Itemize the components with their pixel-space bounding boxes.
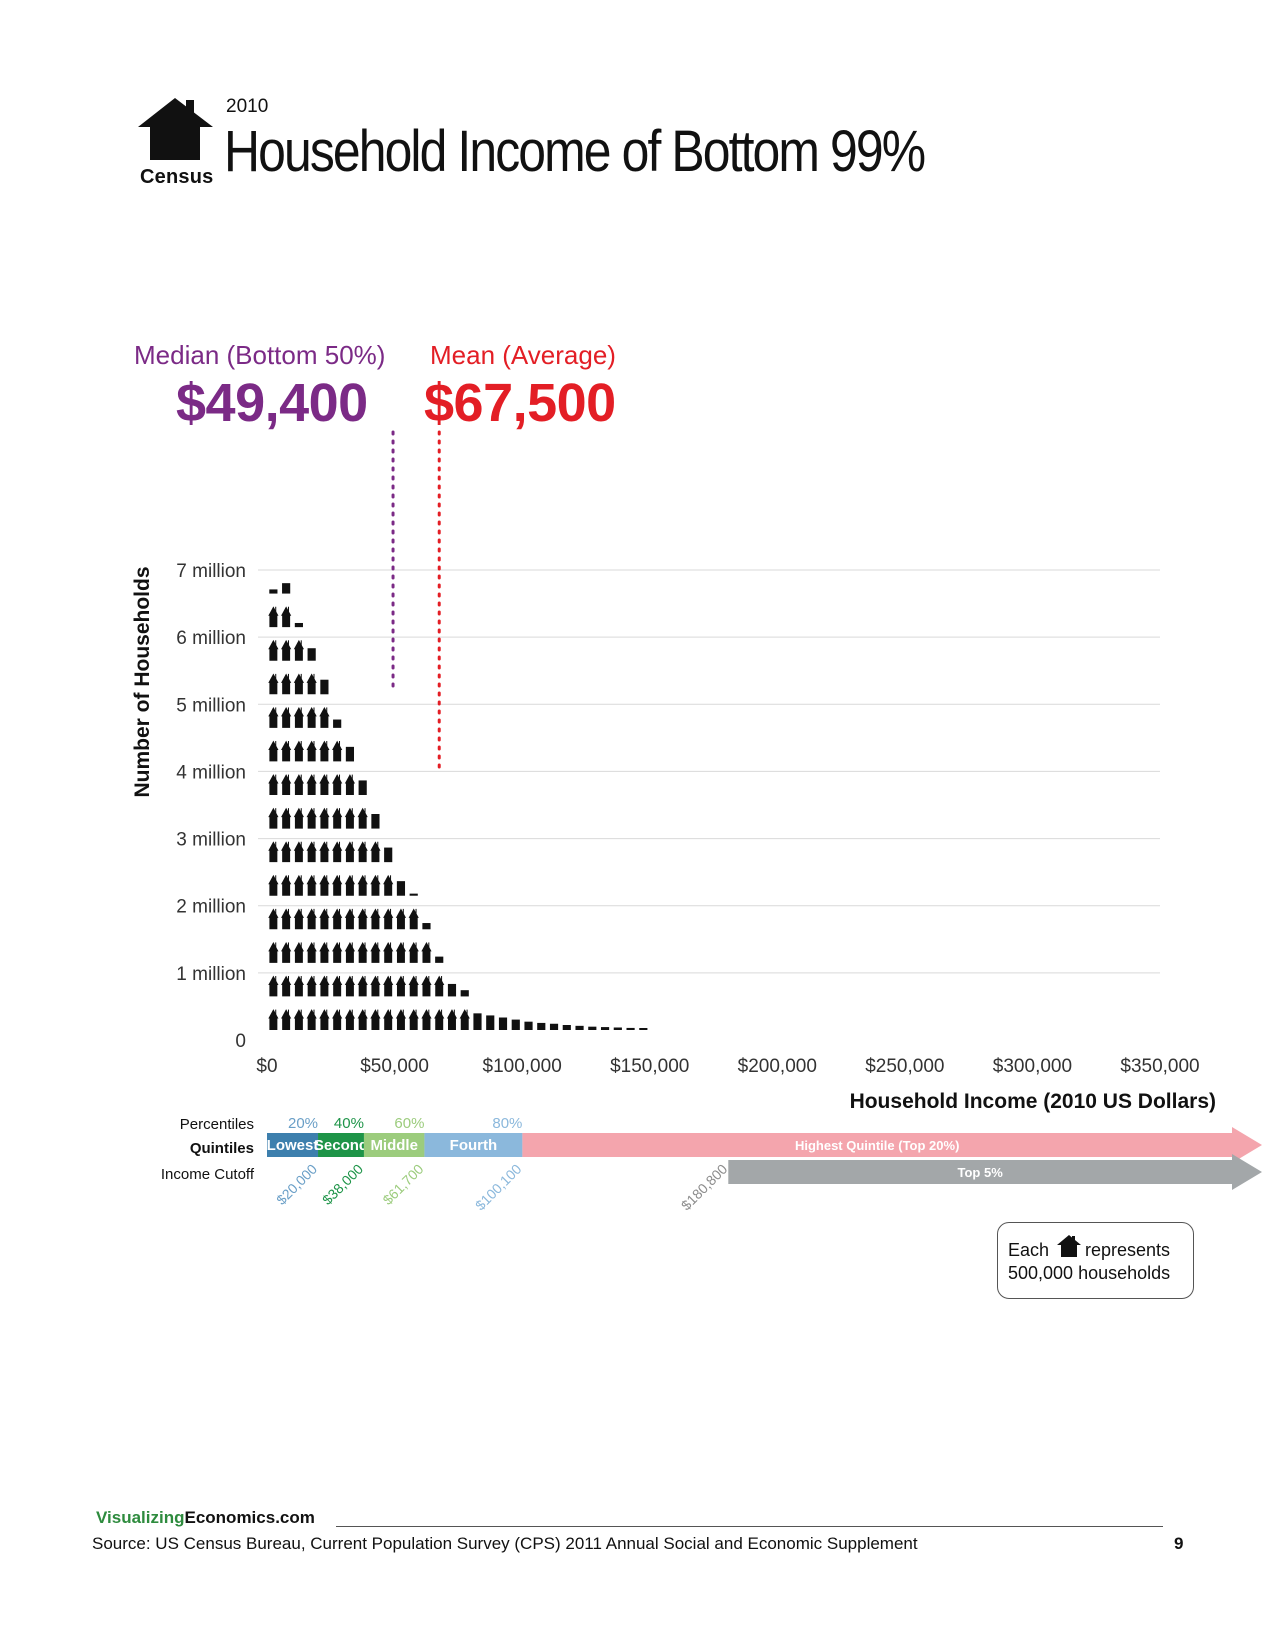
bar	[473, 1013, 482, 1030]
mean-value: $67,500	[424, 373, 616, 433]
site-name-part2: Economics.com	[184, 1508, 315, 1527]
page-number: 9	[1174, 1534, 1184, 1553]
bar	[446, 983, 458, 1030]
x-tick-label: $250,000	[865, 1056, 944, 1077]
top5-label: Top 5%	[958, 1165, 1004, 1180]
site-name-part1: Visualizing	[96, 1508, 185, 1527]
bar	[281, 583, 292, 1030]
bar	[408, 893, 419, 1030]
bar	[306, 648, 317, 1030]
bar	[344, 746, 356, 1030]
bar	[370, 814, 381, 1030]
legend-text-represents: represents	[1085, 1240, 1171, 1260]
percentile-label: 20%	[288, 1115, 318, 1132]
legend-box	[997, 1222, 1194, 1299]
bar	[524, 1021, 533, 1030]
income-cutoff-label: $38,000	[319, 1161, 366, 1208]
bar	[268, 589, 279, 1030]
source-note: Source: US Census Bureau, Current Popula…	[92, 1534, 918, 1553]
x-tick-label: $100,000	[483, 1056, 562, 1077]
census-logo-label: Census	[140, 166, 214, 188]
percentile-label: 40%	[334, 1115, 364, 1132]
bar	[383, 847, 394, 1030]
quintile-segment: Highest Quintile (Top 20%)	[522, 1127, 1262, 1163]
x-tick-label: $200,000	[738, 1056, 817, 1077]
y-tick-label: 1 million	[176, 964, 246, 985]
bar	[639, 1028, 648, 1030]
mean-label: Mean (Average)	[430, 340, 616, 370]
x-tick-label: $0	[256, 1056, 277, 1077]
bar	[459, 990, 470, 1030]
footer-divider	[336, 1526, 1163, 1527]
site-name[interactable]: VisualizingEconomics.com	[96, 1508, 315, 1528]
chart-year: 2010	[226, 96, 269, 117]
bar	[293, 622, 304, 1030]
x-tick-label: $50,000	[360, 1056, 429, 1077]
quintile-label: Highest Quintile (Top 20%)	[795, 1138, 959, 1153]
y-axis-title: Number of Households	[131, 566, 154, 798]
percentiles-row-label: Percentiles	[179, 1116, 254, 1133]
bar	[319, 679, 330, 1030]
bar	[486, 1015, 495, 1030]
bar	[511, 1019, 520, 1030]
median-label: Median (Bottom 50%)	[134, 340, 386, 370]
legend-text-households: 500,000 households	[1008, 1263, 1171, 1283]
arrow-right-icon	[1232, 1127, 1262, 1163]
x-tick-label: $150,000	[610, 1056, 689, 1077]
y-tick-label: 6 million	[176, 628, 246, 649]
bar	[549, 1023, 559, 1030]
income-cutoff-label: $20,000	[273, 1161, 320, 1208]
quintiles-row-label: Quintiles	[189, 1140, 254, 1157]
arrow-right-icon	[1232, 1154, 1262, 1190]
quintile-segment: Fourth	[424, 1133, 523, 1157]
income-cutoff-label: $180,800	[678, 1161, 731, 1214]
bar	[434, 956, 445, 1030]
income-cutoff-label: $100,100	[472, 1161, 525, 1214]
bar	[562, 1025, 571, 1030]
bar	[600, 1027, 610, 1030]
median-value: $49,400	[176, 373, 368, 433]
y-tick-label: 0	[235, 1031, 246, 1052]
bar	[357, 780, 368, 1030]
y-tick-label: 4 million	[176, 762, 246, 783]
y-tick-label: 7 million	[176, 561, 246, 582]
bar	[498, 1017, 508, 1030]
y-tick-label: 5 million	[176, 695, 246, 716]
x-tick-label: $350,000	[1120, 1056, 1199, 1077]
bar	[332, 719, 343, 1030]
percentile-label: 60%	[394, 1115, 424, 1132]
bar	[421, 923, 432, 1030]
census-house-logo-icon	[138, 98, 213, 160]
quintile-label: Lowest	[267, 1137, 319, 1154]
quintile-segment: Middle	[363, 1133, 425, 1157]
y-tick-label: 3 million	[176, 830, 246, 851]
bar	[626, 1027, 635, 1030]
page-title: Household Income of Bottom 99%	[224, 119, 926, 184]
income-cutoff-label: $61,700	[379, 1161, 426, 1208]
y-tick-label: 2 million	[176, 897, 246, 918]
bar	[613, 1027, 622, 1030]
bar	[588, 1026, 597, 1030]
percentile-label: 80%	[492, 1115, 522, 1132]
bar	[575, 1025, 584, 1030]
quintile-segment: Second	[314, 1133, 368, 1157]
legend-text-each: Each	[1008, 1240, 1050, 1260]
x-tick-label: $300,000	[993, 1056, 1072, 1077]
top5-bar	[728, 1160, 1232, 1184]
quintile-segment: Lowest	[267, 1133, 319, 1157]
house-icon	[1057, 1235, 1081, 1257]
quintile-label: Second	[314, 1137, 368, 1154]
quintile-label: Middle	[370, 1137, 418, 1154]
bar	[537, 1022, 546, 1030]
income-cutoff-row-label: Income Cutoff	[160, 1166, 254, 1183]
bar	[395, 881, 407, 1030]
x-axis-title: Household Income (2010 US Dollars)	[849, 1090, 1216, 1113]
quintile-label: Fourth	[450, 1137, 497, 1154]
